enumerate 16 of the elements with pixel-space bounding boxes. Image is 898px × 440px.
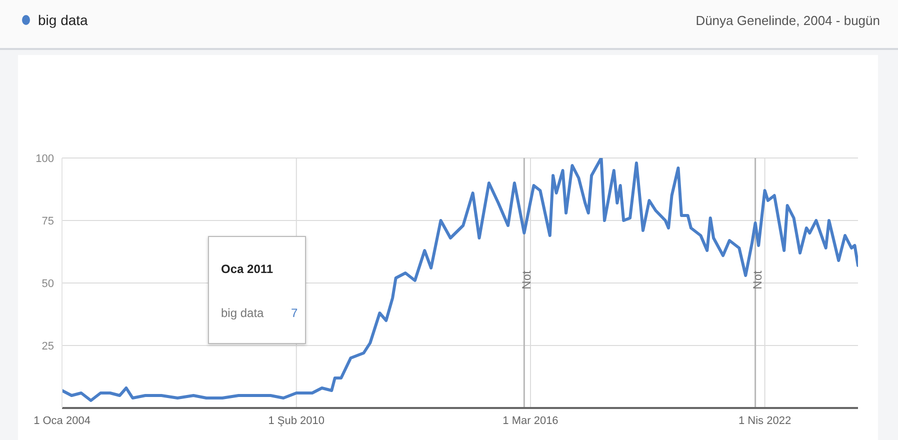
- x-tick-label: 1 Nis 2022: [738, 414, 792, 427]
- y-tick-label: 25: [42, 340, 54, 352]
- ref-line-label: Not: [519, 270, 534, 290]
- x-tick-label: 1 Mar 2016: [502, 414, 558, 427]
- annotation: big data: [221, 306, 264, 320]
- x-tick-label: 1 Oca 2004: [34, 414, 90, 427]
- annotation: Oca 2011: [221, 262, 274, 276]
- ref-line-label: Not: [750, 270, 764, 290]
- y-tick-label: 100: [36, 152, 54, 165]
- legend-label: big data: [38, 12, 88, 28]
- line-series: [62, 158, 858, 402]
- annotation: 7: [291, 306, 298, 320]
- chart-subtitle: Dünya Genelinde, 2004 - bugün: [696, 13, 880, 28]
- y-tick-label: 50: [42, 278, 54, 290]
- y-tick-label: 75: [42, 215, 54, 228]
- x-tick-label: 1 Şub 2010: [268, 414, 325, 427]
